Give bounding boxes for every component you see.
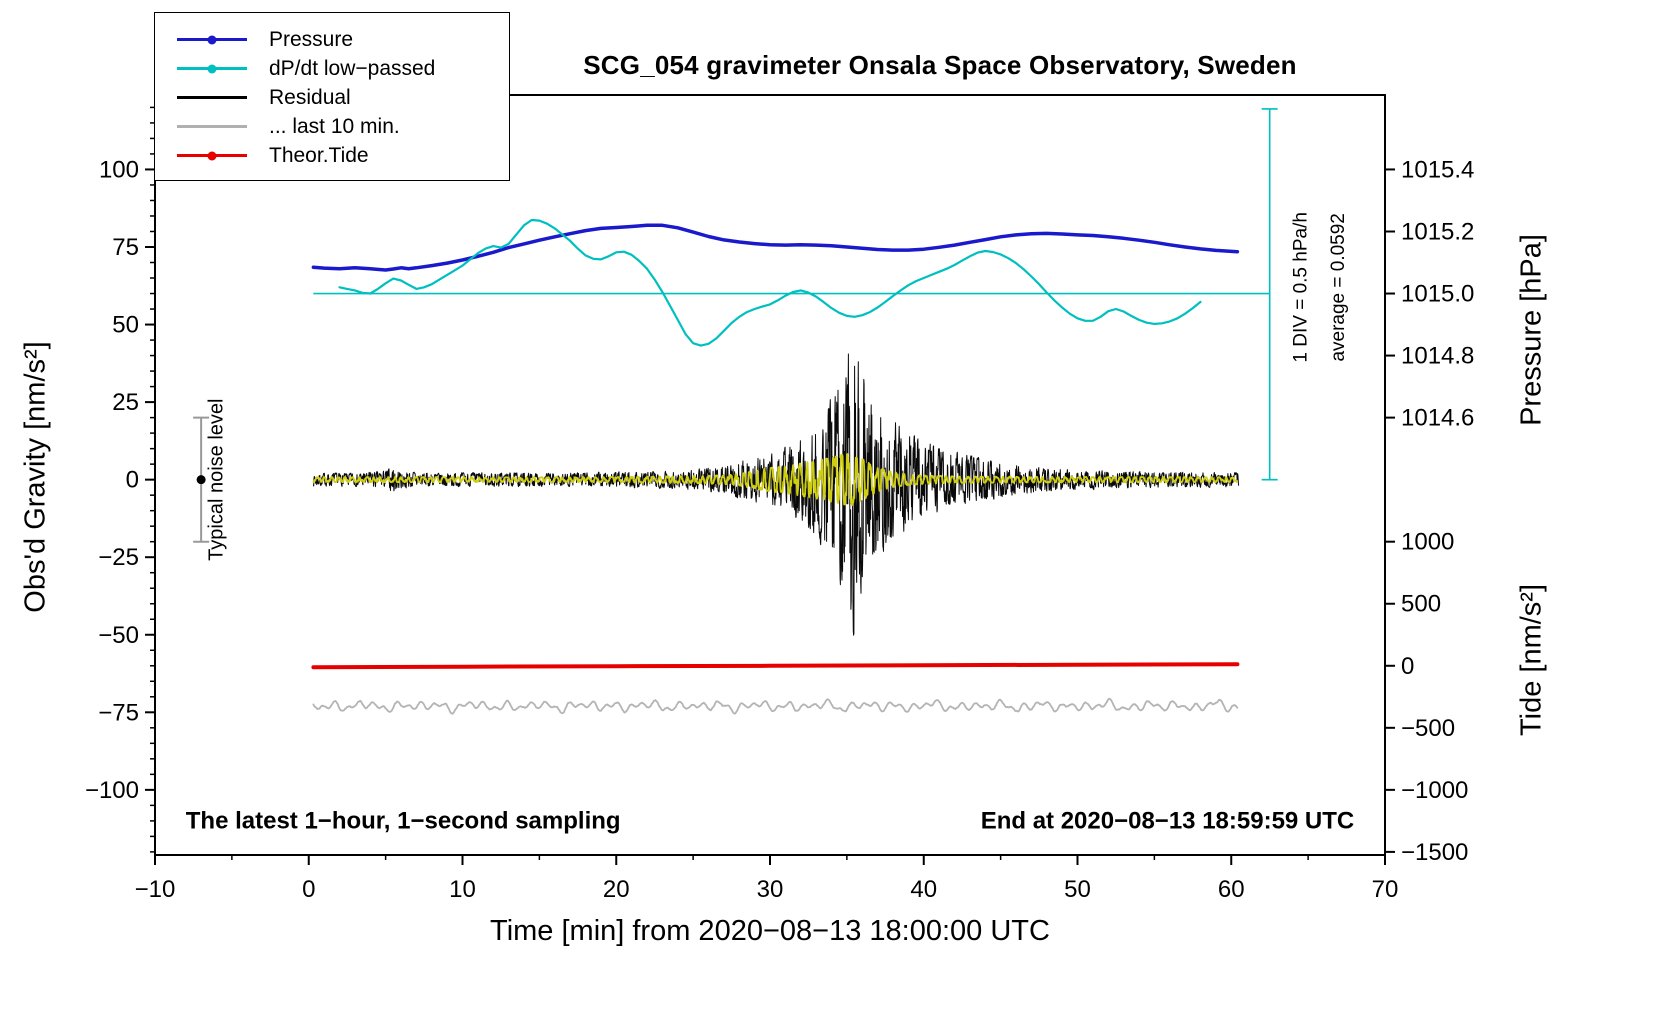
legend-line-sample-tide bbox=[177, 151, 247, 160]
legend-dot-pressure bbox=[207, 35, 217, 44]
x-tick-label: 60 bbox=[1218, 876, 1245, 903]
legend-label-pressure: Pressure bbox=[269, 27, 354, 51]
y-tick-label: −75 bbox=[98, 699, 139, 726]
series-last10 bbox=[312, 697, 1239, 715]
legend-item-pressure: Pressure bbox=[155, 25, 509, 54]
pressure-tick-label: 1014.6 bbox=[1401, 405, 1474, 432]
x-tick-label: 30 bbox=[757, 876, 784, 903]
pressure-tick-label: 1015.2 bbox=[1401, 218, 1474, 245]
annotation-noise-label: Typical noise level bbox=[206, 398, 228, 560]
y-axis-label-pressure: Pressure [hPa] bbox=[1515, 234, 1548, 426]
legend-line-sample-last10 bbox=[177, 125, 247, 128]
series-dpdt bbox=[338, 218, 1202, 347]
legend-dot-tide bbox=[207, 151, 217, 160]
legend-label-tide: Theor.Tide bbox=[269, 143, 369, 167]
y-tick-label: 50 bbox=[112, 312, 139, 339]
x-tick-label: 20 bbox=[603, 876, 630, 903]
series-tide bbox=[311, 662, 1240, 670]
legend-item-tide: Theor.Tide bbox=[155, 141, 509, 170]
x-tick-label: 10 bbox=[449, 876, 476, 903]
legend-line-sample-residual bbox=[177, 96, 247, 99]
tide-tick-label: −1500 bbox=[1401, 839, 1468, 866]
tide-tick-label: 500 bbox=[1401, 591, 1441, 618]
legend-items: Pressure dP/dt low−passed Residual ... last… bbox=[155, 25, 509, 170]
x-axis-label: Time [min] from 2020−08−13 18:00:00 UTC bbox=[490, 915, 1050, 947]
y-tick-label: −25 bbox=[98, 544, 139, 571]
tide-tick-label: −500 bbox=[1401, 715, 1455, 742]
legend-line-sample-dpdt bbox=[177, 64, 247, 73]
y-tick-label: −100 bbox=[85, 777, 139, 804]
annotation-sampling-note: The latest 1−hour, 1−second sampling bbox=[186, 808, 621, 835]
tide-tick-label: 1000 bbox=[1401, 529, 1454, 556]
y-tick-label: 25 bbox=[112, 389, 139, 416]
series-residual-lowpass bbox=[312, 453, 1238, 507]
noise-errorbar-dot bbox=[196, 475, 206, 485]
x-tick-label: 0 bbox=[302, 876, 315, 903]
legend-line-sample-pressure bbox=[177, 35, 247, 44]
y-tick-label: 0 bbox=[126, 467, 139, 494]
tide-tick-label: −1000 bbox=[1401, 777, 1468, 804]
pressure-tick-label: 1015.4 bbox=[1401, 156, 1474, 183]
legend-label-residual: Residual bbox=[269, 85, 351, 109]
legend-item-residual: Residual bbox=[155, 83, 509, 112]
y-tick-label: −50 bbox=[98, 622, 139, 649]
legend-item-dpdt: dP/dt low−passed bbox=[155, 54, 509, 83]
x-tick-label: 40 bbox=[910, 876, 937, 903]
legend-label-dpdt: dP/dt low−passed bbox=[269, 56, 436, 80]
y-tick-label: 75 bbox=[112, 234, 139, 261]
legend-label-last10: ... last 10 min. bbox=[269, 114, 400, 138]
pressure-tick-label: 1014.8 bbox=[1401, 343, 1474, 370]
tide-tick-label: 0 bbox=[1401, 653, 1414, 680]
annotation-div-scale: 1 DIV = 0.5 hPa/h bbox=[1291, 212, 1312, 363]
y-axis-label-gravity: Obs'd Gravity [nm/s²] bbox=[19, 341, 52, 613]
annotation-end-time: End at 2020−08−13 18:59:59 UTC bbox=[981, 808, 1355, 835]
annotation-average: average = 0.0592 bbox=[1328, 213, 1349, 361]
chart-title: SCG_054 gravimeter Onsala Space Observat… bbox=[583, 50, 1297, 80]
y-tick-label: 100 bbox=[99, 156, 139, 183]
series-residual bbox=[312, 353, 1240, 636]
x-tick-label: 50 bbox=[1064, 876, 1091, 903]
legend-dot-dpdt bbox=[207, 64, 217, 73]
y-axis-label-tide: Tide [nm/s²] bbox=[1515, 583, 1548, 737]
x-tick-label: −10 bbox=[135, 876, 176, 903]
series-pressure bbox=[311, 223, 1240, 272]
legend: Pressure dP/dt low−passed Residual ... last… bbox=[154, 12, 510, 181]
pressure-tick-label: 1015.0 bbox=[1401, 281, 1474, 308]
legend-item-last10: ... last 10 min. bbox=[155, 112, 509, 141]
x-tick-label: 70 bbox=[1372, 876, 1399, 903]
